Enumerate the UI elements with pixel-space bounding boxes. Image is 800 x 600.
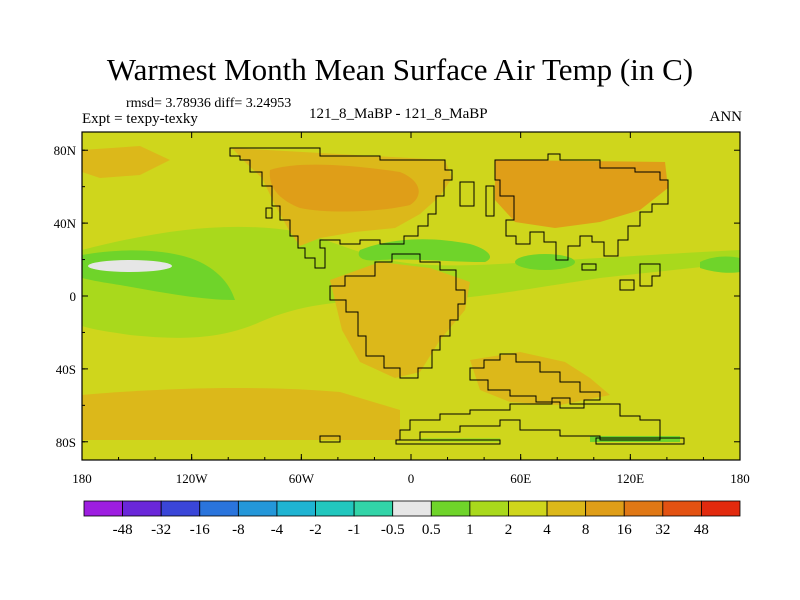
x-tick-label: 120W <box>176 471 209 486</box>
experiment-label: Expt = texpy-texky <box>82 111 198 127</box>
central-pacific-spot <box>88 260 172 272</box>
colorbar-label: 48 <box>694 522 709 538</box>
map-subtitle: 121_8_MaBP - 121_8_MaBP <box>309 106 488 122</box>
colorbar-swatch <box>508 500 548 517</box>
coastlines <box>229 147 685 445</box>
colorbar-swatch <box>585 500 625 517</box>
colorbar-swatch <box>353 500 394 517</box>
colorbar-label: -4 <box>271 522 284 538</box>
y-tick-label: 0 <box>70 289 77 304</box>
colorbar-label: -16 <box>190 522 210 538</box>
colorbar: -48 -32 -16 -8 -4 -2 -1 -0.5 0.5 1 2 4 8 16 32 48 <box>83 500 741 538</box>
x-tick-label: 180 <box>730 471 750 486</box>
colorbar-label: -0.5 <box>381 522 405 538</box>
colorbar-swatch <box>122 500 162 517</box>
antarctica-edge-green <box>590 436 680 442</box>
colorbar-swatch <box>237 500 278 517</box>
map-title: Warmest Month Mean Surface Air Temp (in … <box>106 52 694 87</box>
colorbar-swatch <box>546 500 587 517</box>
colorbar-swatch <box>83 500 123 517</box>
y-tick-label: 40S <box>56 362 76 377</box>
east-pacific-core <box>700 256 740 273</box>
colorbar-swatch <box>430 500 471 517</box>
colorbar-label: -48 <box>113 522 133 538</box>
y-tick-label: 40N <box>54 216 77 231</box>
x-tick-label: 120E <box>617 471 645 486</box>
colorbar-swatch <box>160 500 201 517</box>
northwest-warm <box>82 146 170 178</box>
colorbar-label: -1 <box>348 522 361 538</box>
africa-warm <box>330 262 470 378</box>
map-field <box>82 132 740 460</box>
colorbar-swatch <box>315 500 355 517</box>
colorbar-label: -32 <box>151 522 171 538</box>
x-tick-label: 60E <box>510 471 531 486</box>
colorbar-swatch <box>701 500 741 517</box>
colorbar-label: -8 <box>232 522 245 538</box>
season-label: ANN <box>709 109 743 125</box>
colorbar-swatch <box>392 500 432 517</box>
colorbar-label: -2 <box>309 522 322 538</box>
north-america-hot <box>269 164 419 212</box>
colorbar-swatch <box>199 500 239 517</box>
x-tick-label: 180 <box>72 471 92 486</box>
colorbar-swatch <box>276 500 316 517</box>
colorbar-label: 1 <box>466 522 474 538</box>
stats-text: rmsd= 3.78936 diff= 3.24953 <box>126 96 292 111</box>
y-tick-label: 80N <box>54 143 77 158</box>
southern-ocean-warm <box>82 388 400 440</box>
y-tick-label: 80S <box>56 435 76 450</box>
x-tick-label: 0 <box>408 471 415 486</box>
colorbar-label: 2 <box>505 522 513 538</box>
colorbar-swatch <box>623 500 664 517</box>
northern-asia-hot <box>495 160 668 228</box>
axis-ticks: 180 120W 60W 0 60E 120E 180 80N 40N 0 40S 80S <box>54 132 750 486</box>
indian-ocean-patch <box>515 254 575 270</box>
colorbar-swatch <box>469 500 509 517</box>
x-tick-label: 60W <box>289 471 315 486</box>
colorbar-swatch <box>662 500 702 517</box>
colorbar-label: 0.5 <box>422 522 441 538</box>
colorbar-label: 32 <box>655 522 670 538</box>
southern-warm <box>470 352 610 405</box>
colorbar-label: 16 <box>617 522 633 538</box>
colorbar-label: 8 <box>582 522 590 538</box>
colorbar-label: 4 <box>543 522 551 538</box>
